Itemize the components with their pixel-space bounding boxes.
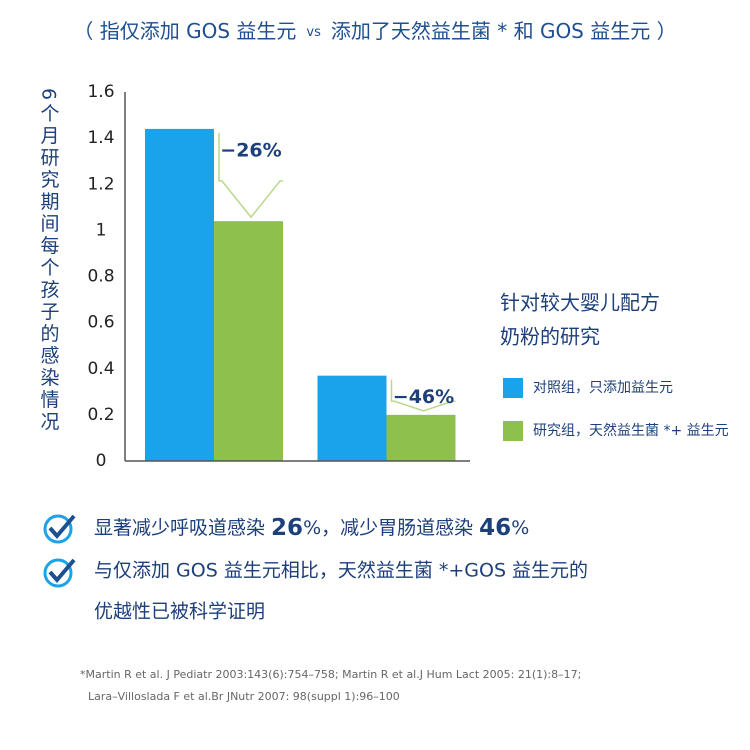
- bullet-part: %: [511, 517, 529, 539]
- bullet-part: 显著减少呼吸道感染: [94, 517, 271, 539]
- legend-title: 奶粉的研究: [500, 325, 600, 349]
- bar: [214, 221, 283, 461]
- bullet-text: 显著减少呼吸道感染 26%，减少胃肠道感染 46%: [94, 515, 529, 541]
- chart-title: （ 指仅添加 GOS 益生元 vs 添加了天然益生菌 * 和 GOS 益生元 ）: [73, 19, 676, 43]
- bullet-text: 优越性已被科学证明: [94, 601, 265, 623]
- legend-title: 针对较大婴儿配方: [500, 291, 660, 315]
- legend-swatch: [503, 421, 523, 441]
- bullet-part: ，减少胃肠道感染: [321, 517, 479, 539]
- y-tick-label: 1.4: [87, 128, 114, 148]
- bar: [386, 414, 456, 461]
- title-part: vs: [306, 25, 321, 40]
- title-part: 添加了天然益生菌 * 和 GOS 益生元 ）: [331, 19, 677, 43]
- title-part: （ 指仅添加 GOS 益生元: [73, 19, 296, 43]
- bar: [317, 375, 387, 461]
- check-icon: [43, 558, 76, 588]
- y-tick-label: 0.2: [87, 405, 114, 425]
- check-icon: [43, 514, 76, 544]
- annotation-arrow: [390, 379, 456, 412]
- y-tick-label: 1.2: [87, 174, 114, 194]
- bullet-text: 与仅添加 GOS 益生元相比，天然益生菌 *+GOS 益生元的: [94, 560, 588, 582]
- y-axis-label: 6个月研究期间每个孩子的感染情况: [38, 88, 60, 433]
- annotation: −26%: [220, 139, 281, 161]
- bar: [145, 128, 214, 461]
- annotation: −46%: [393, 386, 454, 408]
- bullet-number: 46: [479, 515, 511, 541]
- annotation-arrow: [218, 132, 283, 219]
- y-tick-label: 0.8: [87, 267, 114, 287]
- y-tick-label: 0.4: [87, 359, 114, 379]
- y-tick-label: 1.6: [87, 82, 114, 102]
- footnote: *Martin R et al. J Pediatr 2003:143(6):7…: [80, 668, 581, 681]
- y-tick-label: 0: [96, 451, 107, 471]
- y-tick-label: 1: [96, 220, 107, 240]
- y-tick-label: 0.6: [87, 313, 114, 333]
- legend-label: 对照组，只添加益生元: [533, 380, 673, 396]
- footnote: Lara–Villoslada F et al.Br JNutr 2007: 9…: [88, 690, 400, 703]
- bullet-part: %: [303, 517, 321, 539]
- bullet-number: 26: [271, 515, 303, 541]
- legend-swatch: [503, 378, 523, 398]
- legend-label: 研究组，天然益生菌 *+ 益生元: [533, 422, 729, 439]
